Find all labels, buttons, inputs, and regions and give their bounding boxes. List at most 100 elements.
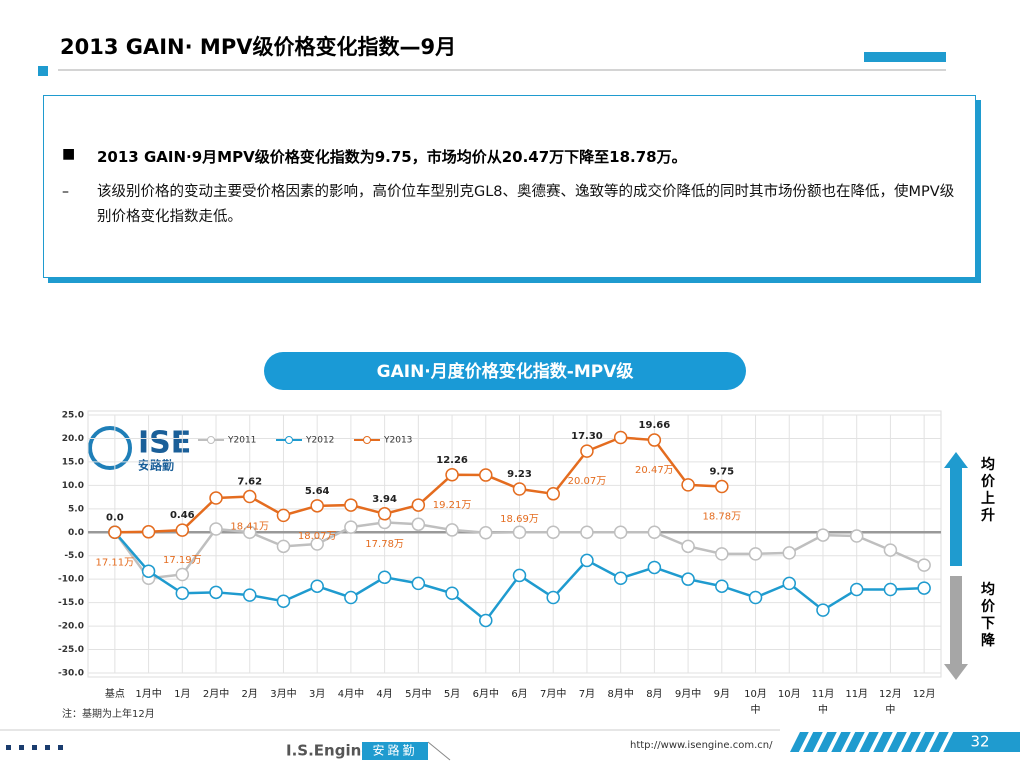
point: [613, 525, 628, 540]
x-tick-label: 6月中: [473, 687, 499, 700]
point: [782, 546, 797, 560]
x-tick-label: 4月: [376, 688, 392, 700]
summary-bullet: 2013 GAIN·9月MPV级价格变化指数为9.75，市场均价从20.47万下…: [97, 148, 687, 166]
point: [310, 499, 324, 513]
footer-brand-cn: 安路勤: [372, 743, 417, 758]
point: [613, 571, 628, 585]
value-label: 17.30: [571, 431, 603, 442]
x-tick-label: 5月: [444, 688, 460, 700]
point: [344, 590, 358, 605]
footer-stripe-gaps: [798, 729, 954, 755]
value-label: 3.94: [372, 494, 397, 505]
x-tick-label: 12月: [913, 688, 936, 700]
x-tick-label: 3月中: [270, 687, 296, 700]
point: [344, 498, 358, 512]
x-tick-label-line: 11月: [812, 688, 835, 700]
legend-label: Y2012: [305, 436, 334, 446]
footer-dots: [6, 745, 63, 750]
legend-label: Y2013: [383, 436, 412, 446]
y-tick-label: -25.0: [58, 645, 84, 655]
chart-title: GAIN·月度价格变化指数-MPV级: [377, 361, 634, 382]
x-tick-label: 1月中: [135, 687, 161, 700]
price-label: 19.21万: [433, 500, 472, 511]
value-label: 9.75: [709, 467, 734, 478]
x-tick-label: 9月中: [675, 687, 701, 700]
value-label: 7.62: [237, 477, 262, 488]
summary-box: [43, 95, 976, 278]
corner-square: [38, 66, 48, 76]
point: [276, 539, 291, 554]
point: [512, 568, 527, 583]
x-tick-label: 4月中: [338, 687, 364, 700]
point: [546, 590, 560, 605]
point: [276, 508, 291, 523]
y-tick-label: 20.0: [62, 434, 84, 444]
footer-slash: [427, 741, 451, 761]
point: [715, 579, 729, 593]
y-tick-label: 0.0: [68, 528, 84, 538]
chart-note: 注：基期为上年12月: [62, 707, 155, 720]
x-tick-label: 8月中: [607, 687, 633, 700]
x-tick-label: 3月: [309, 688, 325, 700]
y-tick-label: -10.0: [58, 575, 84, 585]
point: [681, 539, 695, 554]
point: [580, 525, 594, 540]
point: [681, 572, 695, 586]
arrow-label-char: 均: [981, 581, 995, 598]
point: [175, 586, 190, 601]
price-label: 18.69万: [500, 514, 539, 525]
y-tick-label: -5.0: [64, 551, 84, 561]
point: [715, 479, 729, 494]
arrow-label-char: 价: [981, 474, 996, 490]
point: [411, 517, 426, 532]
price-label: 20.07万: [568, 476, 607, 487]
y-tick-label: -30.0: [58, 669, 84, 679]
point: [479, 525, 493, 540]
point: [479, 613, 493, 628]
x-tick-label: 11月: [845, 688, 868, 700]
arrow-label-char: 价: [981, 599, 996, 615]
x-tick-label-line: 中: [818, 703, 828, 716]
x-tick-label: 5月中: [405, 687, 431, 700]
arrow-label-char: 上: [981, 491, 995, 507]
x-tick-label-line: 中: [751, 703, 761, 716]
down-arrow: [944, 576, 968, 680]
arrow-label-char: 降: [981, 632, 996, 649]
x-tick-label: 2月: [242, 688, 258, 700]
y-tick-label: 25.0: [62, 411, 84, 421]
value-label: 0.0: [106, 512, 124, 523]
arrow-label: 均价下降: [981, 581, 996, 649]
slide-title: 2013 GAIN· MPV级价格变化指数—9月: [60, 35, 456, 59]
chart-title-pill: [264, 352, 746, 390]
logo: ISE 安路勤: [88, 426, 191, 473]
point: [512, 525, 527, 540]
point: [108, 525, 122, 540]
arrow-label-char: 均: [981, 456, 995, 473]
legend-label: Y2011: [227, 436, 256, 446]
x-tick-label: 基点: [105, 687, 125, 700]
point: [748, 590, 763, 605]
value-label: 12.26: [436, 455, 468, 466]
bullet-marker: ■: [62, 146, 76, 162]
x-tick-label-line: 中: [885, 703, 895, 716]
point: [512, 482, 527, 496]
point: [917, 581, 931, 595]
price-label: 18.41万: [230, 522, 269, 533]
y-tick-label: -20.0: [58, 622, 84, 632]
y-tick-label: 15.0: [62, 457, 84, 467]
point: [377, 570, 392, 585]
legend-marker: [285, 436, 293, 444]
point: [377, 507, 392, 521]
point: [242, 525, 257, 540]
point: [647, 525, 662, 540]
up-arrow: [944, 452, 968, 566]
plot-frame: [87, 410, 942, 678]
point: [445, 586, 459, 601]
title-bar: [864, 52, 946, 62]
x-tick-label: 8月: [646, 688, 662, 700]
x-tick-label-line: 12月: [879, 688, 902, 700]
x-tick-label: 10月中: [744, 688, 767, 716]
footer-brand: I.S.Engine: [286, 742, 371, 760]
page-number: 32: [970, 733, 989, 751]
